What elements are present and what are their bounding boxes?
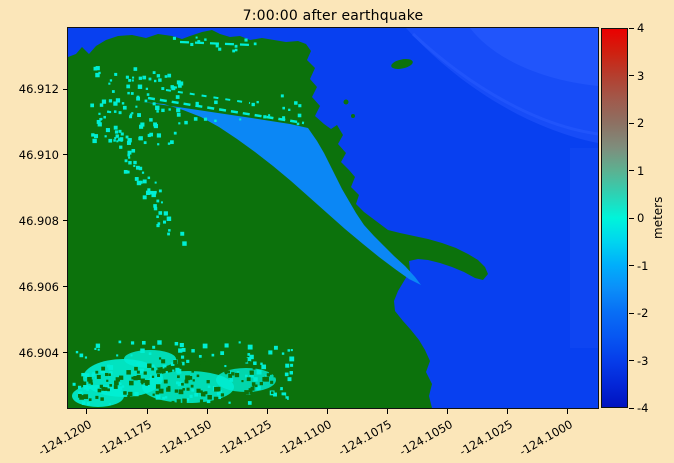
y-tick-label: 46.904 [18, 345, 59, 360]
x-tick-mark [507, 409, 509, 414]
y-tick-label: 46.912 [18, 82, 59, 97]
colorbar-tick-mark [629, 170, 634, 171]
x-tick-mark [266, 409, 268, 414]
colorbar-tick-mark [629, 265, 634, 266]
colorbar-tick-label: 3 [637, 68, 645, 83]
y-tick-mark [63, 352, 68, 354]
colorbar-tick-label: -2 [637, 306, 649, 320]
colorbar-tick-label: -1 [637, 258, 649, 273]
y-tick-mark [63, 286, 68, 288]
marina-dock-line [165, 89, 251, 104]
land-mass [68, 30, 488, 408]
colorbar-tick-label: 0 [637, 211, 645, 225]
colorbar-tick-label: -3 [637, 353, 649, 368]
x-tick-mark [146, 409, 148, 414]
flooded-speckles [90, 36, 302, 246]
y-tick-label: 46.908 [18, 213, 59, 228]
x-tick-mark [447, 409, 449, 414]
x-tick-mark [206, 409, 208, 414]
right-edge-shoal-band [570, 148, 598, 348]
colorbar-tick-mark [629, 360, 634, 361]
colorbar-tick-mark [629, 407, 634, 409]
small-island [391, 59, 413, 69]
colorbar-tick-label: -4 [637, 401, 649, 415]
colorbar-tick-mark [629, 217, 634, 219]
plot-area [67, 27, 599, 409]
colorbar-tick-mark [629, 122, 634, 124]
flooded-lowland [72, 340, 295, 407]
colorbar-tick-label: 4 [637, 21, 645, 35]
colorbar-gradient [601, 28, 628, 408]
y-tick-mark [63, 88, 68, 90]
x-tick-mark [567, 409, 569, 414]
colorbar-tick-mark [629, 312, 634, 314]
x-tick-mark [86, 409, 88, 414]
y-tick-label: 46.910 [18, 147, 59, 162]
coastal-speck [343, 99, 349, 105]
x-tick-mark [326, 409, 328, 414]
spit-flood-streak [179, 40, 253, 47]
colorbar-tick-mark [629, 75, 634, 76]
y-tick-label: 46.906 [18, 279, 59, 294]
colorbar-tick-label: 2 [637, 116, 645, 130]
ocean-shoal-shading-inner [453, 28, 598, 86]
y-tick-mark [63, 220, 68, 222]
marina-dock-line [147, 96, 305, 125]
colorbar-tick-label: 1 [637, 163, 645, 178]
colorbar-tick-mark [629, 27, 634, 29]
x-tick-mark [386, 409, 388, 414]
coastal-speck [351, 114, 355, 118]
y-tick-mark [63, 154, 68, 156]
map-canvas [68, 28, 598, 408]
chart-title: 7:00:00 after earthquake [242, 8, 424, 24]
depth-contour-arc [411, 32, 598, 136]
harbor-basin [142, 102, 421, 285]
